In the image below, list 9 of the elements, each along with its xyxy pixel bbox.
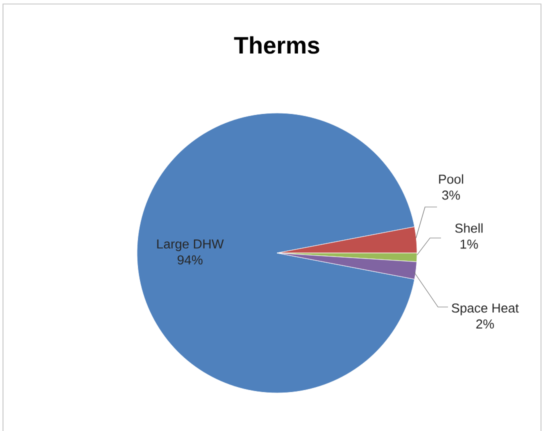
data-label: 2%	[476, 319, 494, 329]
data-label: 1%	[460, 240, 478, 249]
data-label: 94%	[178, 255, 203, 264]
slice-label: Shell	[455, 223, 483, 233]
chart-title: Therms	[234, 36, 320, 54]
slice-label: Pool	[439, 174, 464, 184]
data-label: 3%	[442, 190, 460, 200]
slice-label: Large DHW	[157, 240, 224, 252]
slice-label: Space Heat	[452, 303, 519, 316]
